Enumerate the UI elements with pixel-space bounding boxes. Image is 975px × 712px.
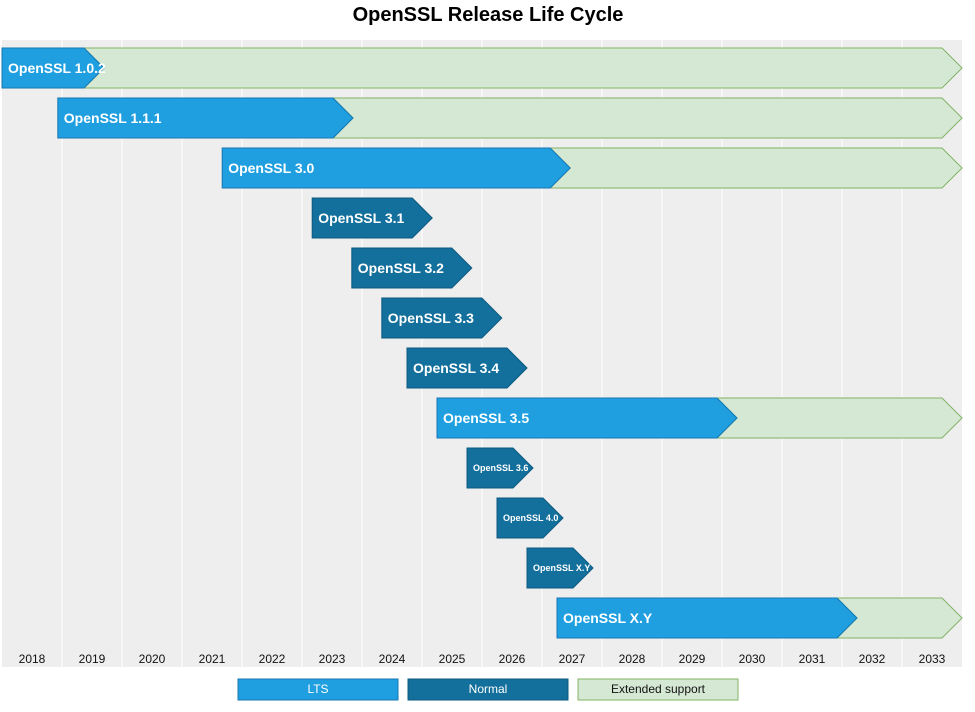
release-row: OpenSSL 1.1.1 xyxy=(57,97,963,139)
x-tick-label: 2027 xyxy=(559,652,586,666)
release-row: OpenSSL X.Y xyxy=(526,547,594,589)
release-bars: OpenSSL 1.0.2 OpenSSL 1.1.1 OpenSSL 3.0 Ope… xyxy=(1,47,963,639)
release-row: OpenSSL 3.0 xyxy=(221,147,963,189)
x-tick-label: 2031 xyxy=(799,652,826,666)
release-label: OpenSSL 1.1.1 xyxy=(64,110,162,126)
release-row: OpenSSL X.Y xyxy=(556,597,963,639)
release-label: OpenSSL X.Y xyxy=(563,610,653,626)
release-label: OpenSSL 3.6 xyxy=(473,463,528,473)
normal-bar xyxy=(381,297,503,339)
release-label: OpenSSL 4.0 xyxy=(503,513,558,523)
x-tick-label: 2020 xyxy=(139,652,166,666)
grid-lines xyxy=(61,40,903,667)
x-tick-label: 2021 xyxy=(199,652,226,666)
x-tick-label: 2023 xyxy=(319,652,346,666)
release-row: OpenSSL 4.0 xyxy=(496,497,564,539)
legend-label-lts: LTS xyxy=(307,682,328,696)
lts-bar xyxy=(221,147,571,189)
lts-bar xyxy=(436,397,738,439)
x-tick-label: 2032 xyxy=(859,652,886,666)
x-tick-label: 2029 xyxy=(679,652,706,666)
legend-swatch-extended xyxy=(577,678,739,701)
chart-title: OpenSSL Release Life Cycle xyxy=(353,4,624,26)
legend-swatch-lts xyxy=(237,678,399,701)
normal-bar xyxy=(496,497,564,539)
extended-support-bar xyxy=(548,147,963,189)
legend-swatch-normal xyxy=(407,678,569,701)
lts-bar xyxy=(556,597,858,639)
release-row: OpenSSL 3.1 xyxy=(311,197,433,239)
x-tick-label: 2025 xyxy=(439,652,466,666)
release-label: OpenSSL 3.1 xyxy=(318,210,404,226)
normal-bar xyxy=(466,447,534,489)
legend-label-extended: Extended support xyxy=(611,682,706,696)
lts-bar xyxy=(1,47,105,89)
extended-support-bar xyxy=(82,47,963,89)
x-tick-label: 2028 xyxy=(619,652,646,666)
x-tick-label: 2030 xyxy=(739,652,766,666)
release-label: OpenSSL 3.5 xyxy=(443,410,529,426)
release-row: OpenSSL 3.5 xyxy=(436,397,963,439)
release-label: OpenSSL X.Y xyxy=(533,563,590,573)
release-row: OpenSSL 1.0.2 xyxy=(1,47,963,89)
x-tick-label: 2026 xyxy=(499,652,526,666)
x-tick-label: 2018 xyxy=(19,652,46,666)
release-label: OpenSSL 3.0 xyxy=(228,160,314,176)
normal-bar xyxy=(311,197,433,239)
legend: LTS Normal Extended support xyxy=(237,678,739,701)
normal-bar xyxy=(351,247,473,289)
legend-label-normal: Normal xyxy=(469,682,508,696)
release-label: OpenSSL 3.4 xyxy=(413,360,499,376)
extended-support-bar xyxy=(331,97,963,139)
normal-bar xyxy=(406,347,528,389)
release-row: OpenSSL 3.2 xyxy=(351,247,473,289)
normal-bar xyxy=(526,547,594,589)
x-tick-label: 2033 xyxy=(919,652,946,666)
release-row: OpenSSL 3.4 xyxy=(406,347,528,389)
x-axis-ticks: 2018 2019 2020 2021 2022 2023 2024 2025 2026 2027… xyxy=(19,652,946,666)
release-label: OpenSSL 3.2 xyxy=(358,260,444,276)
extended-support-bar xyxy=(715,397,963,439)
x-tick-label: 2019 xyxy=(79,652,106,666)
release-label: OpenSSL 1.0.2 xyxy=(8,60,106,76)
release-row: OpenSSL 3.6 xyxy=(466,447,534,489)
release-row: OpenSSL 3.3 xyxy=(381,297,503,339)
lts-bar xyxy=(57,97,354,139)
release-label: OpenSSL 3.3 xyxy=(388,310,474,326)
x-tick-label: 2024 xyxy=(379,652,406,666)
x-tick-label: 2022 xyxy=(259,652,286,666)
